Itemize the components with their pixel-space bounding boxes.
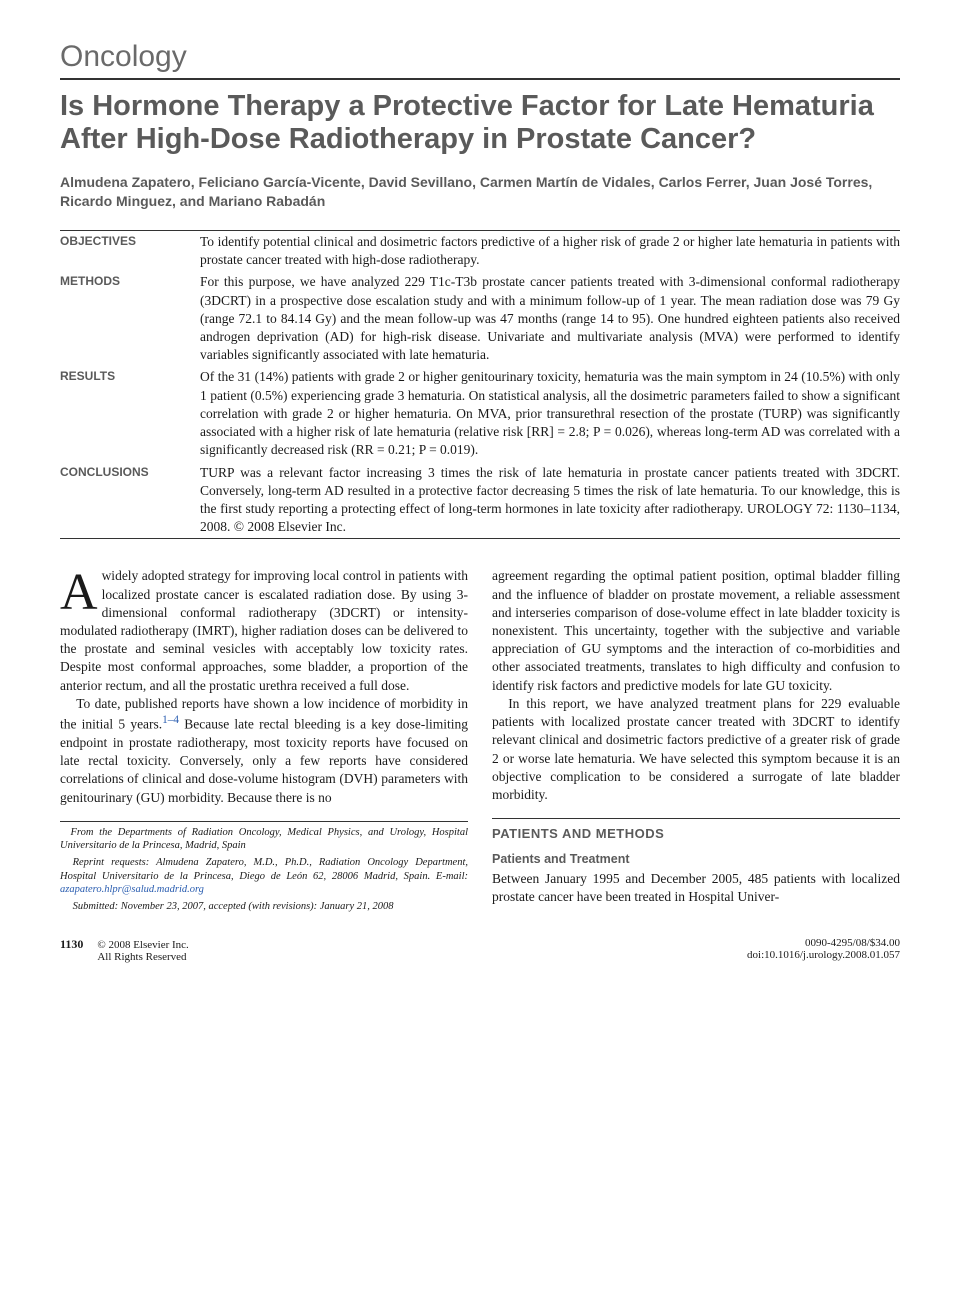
page-number: 1130	[60, 937, 83, 952]
abstract-row-methods: METHODS For this purpose, we have analyz…	[60, 271, 900, 366]
reprint-text: Reprint requests: Almudena Zapatero, M.D…	[60, 857, 468, 882]
body-paragraph: In this report, we have analyzed treatme…	[492, 695, 900, 804]
body-paragraph: Awidely adopted strategy for improving l…	[60, 567, 468, 695]
doi: doi:10.1016/j.urology.2008.01.057	[747, 949, 900, 961]
affiliations-block: From the Departments of Radiation Oncolo…	[60, 821, 468, 914]
abstract-row-objectives: OBJECTIVES To identify potential clinica…	[60, 231, 900, 271]
abstract-text: TURP was a relevant factor increasing 3 …	[200, 464, 900, 537]
body-paragraph: To date, published reports have shown a …	[60, 695, 468, 807]
abstract-row-results: RESULTS Of the 31 (14%) patients with gr…	[60, 366, 900, 461]
footer-right: 0090-4295/08/$34.00 doi:10.1016/j.urolog…	[747, 937, 900, 963]
affiliation-dept: From the Departments of Radiation Oncolo…	[60, 826, 468, 853]
issn: 0090-4295/08/$34.00	[805, 937, 900, 949]
footer-left: 1130 © 2008 Elsevier Inc. All Rights Res…	[60, 937, 189, 963]
abstract-label: CONCLUSIONS	[60, 464, 200, 537]
section-heading-methods: PATIENTS AND METHODS	[492, 818, 900, 843]
abstract-row-conclusions: CONCLUSIONS TURP was a relevant factor i…	[60, 462, 900, 539]
structured-abstract: OBJECTIVES To identify potential clinica…	[60, 230, 900, 540]
rights-text: All Rights Reserved	[97, 951, 186, 963]
subsection-heading: Patients and Treatment	[492, 851, 900, 868]
abstract-text: For this purpose, we have analyzed 229 T…	[200, 273, 900, 364]
reprint-requests: Reprint requests: Almudena Zapatero, M.D…	[60, 856, 468, 897]
copyright-line: © 2008 Elsevier Inc. All Rights Reserved	[97, 939, 188, 963]
body-text: widely adopted strategy for improving lo…	[60, 568, 468, 692]
abstract-label: OBJECTIVES	[60, 233, 200, 269]
dropcap: A	[60, 567, 102, 615]
abstract-label: METHODS	[60, 273, 200, 364]
abstract-label: RESULTS	[60, 368, 200, 459]
citation-ref[interactable]: 1–4	[162, 714, 179, 726]
abstract-text: Of the 31 (14%) patients with grade 2 or…	[200, 368, 900, 459]
copyright-text: © 2008 Elsevier Inc.	[97, 939, 188, 951]
body-paragraph: agreement regarding the optimal patient …	[492, 567, 900, 695]
abstract-text: To identify potential clinical and dosim…	[200, 233, 900, 269]
article-body: Awidely adopted strategy for improving l…	[60, 567, 900, 916]
article-title: Is Hormone Therapy a Protective Factor f…	[60, 90, 900, 157]
author-list: Almudena Zapatero, Feliciano García-Vice…	[60, 173, 900, 212]
submitted-date: Submitted: November 23, 2007, accepted (…	[60, 900, 468, 914]
email-link[interactable]: azapatero.hlpr@salud.madrid.org	[60, 884, 204, 895]
page-footer: 1130 © 2008 Elsevier Inc. All Rights Res…	[60, 937, 900, 963]
right-column: agreement regarding the optimal patient …	[492, 567, 900, 916]
body-paragraph: Between January 1995 and December 2005, …	[492, 870, 900, 906]
left-column: Awidely adopted strategy for improving l…	[60, 567, 468, 916]
journal-section-label: Oncology	[60, 40, 900, 80]
